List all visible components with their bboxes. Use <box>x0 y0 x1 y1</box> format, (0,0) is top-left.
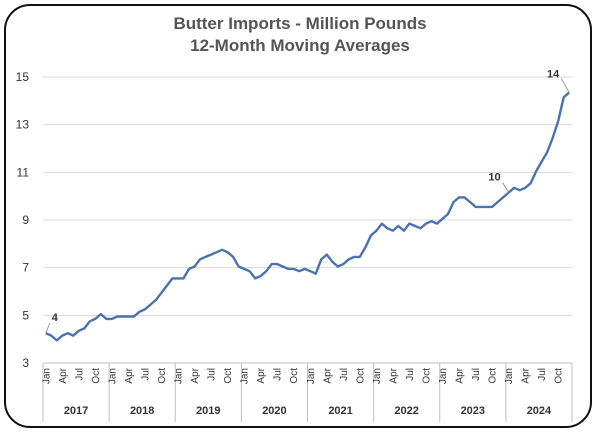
y-tick-label: 9 <box>22 213 29 227</box>
x-tick-label: Jul <box>140 368 151 381</box>
x-tick-label: Jan <box>41 368 52 384</box>
x-tick-label: Jul <box>207 368 218 381</box>
x-tick-label: Jan <box>372 368 383 384</box>
x-tick-label: Oct <box>157 368 168 384</box>
y-tick-label: 13 <box>16 118 30 132</box>
annotation-label: 4 <box>52 312 59 324</box>
x-tick-label: Apr <box>521 367 532 383</box>
chart-subtitle: 12-Month Moving Averages <box>190 36 410 55</box>
x-tick-label: Oct <box>223 368 234 384</box>
x-tick-label: Apr <box>58 367 69 383</box>
annotation-leader <box>502 182 510 193</box>
y-tick-label: 11 <box>17 165 30 179</box>
x-tick-label: Apr <box>322 367 333 383</box>
x-tick-label: Apr <box>455 367 466 383</box>
year-label: 2019 <box>196 405 220 417</box>
year-label: 2020 <box>262 405 286 417</box>
x-tick-label: Jan <box>306 368 317 384</box>
annotation-label: 10 <box>488 172 500 184</box>
x-tick-label: Jul <box>471 368 482 381</box>
x-tick-label: Apr <box>190 367 201 383</box>
chart-frame <box>4 4 592 428</box>
annotation-label: 14 <box>547 68 560 80</box>
x-tick-label: Oct <box>289 368 300 384</box>
x-tick-label: Jan <box>504 368 515 384</box>
year-label: 2024 <box>527 405 552 417</box>
year-label: 2017 <box>64 405 88 417</box>
year-label: 2022 <box>394 405 418 417</box>
y-tick-label: 7 <box>22 261 29 275</box>
x-tick-label: Oct <box>554 368 565 384</box>
annotation-leader <box>560 78 570 93</box>
x-tick-label: Oct <box>355 368 366 384</box>
x-tick-label: Apr <box>388 367 399 383</box>
x-tick-label: Oct <box>91 368 102 384</box>
series-line <box>45 91 570 342</box>
x-tick-label: Apr <box>256 367 267 383</box>
y-tick-label: 3 <box>22 356 29 370</box>
year-label: 2023 <box>461 405 485 417</box>
annotation-leader <box>45 323 51 334</box>
x-tick-label: Jan <box>438 368 449 384</box>
x-tick-label: Jul <box>339 368 350 381</box>
x-tick-label: Jul <box>405 368 416 381</box>
x-tick-label: Jul <box>537 368 548 381</box>
y-tick-label: 15 <box>16 70 30 84</box>
x-tick-label: Oct <box>421 368 432 384</box>
x-tick-label: Apr <box>124 367 135 383</box>
x-tick-label: Jan <box>240 368 251 384</box>
x-tick-label: Jan <box>107 368 118 384</box>
x-tick-label: Jul <box>74 368 85 381</box>
year-label: 2018 <box>130 405 154 417</box>
x-tick-label: Jul <box>273 368 284 381</box>
chart-title: Butter Imports - Million Pounds <box>173 14 427 33</box>
y-tick-label: 5 <box>22 308 29 322</box>
x-tick-label: Jan <box>174 368 185 384</box>
year-label: 2021 <box>328 405 352 417</box>
x-tick-label: Oct <box>488 368 499 384</box>
